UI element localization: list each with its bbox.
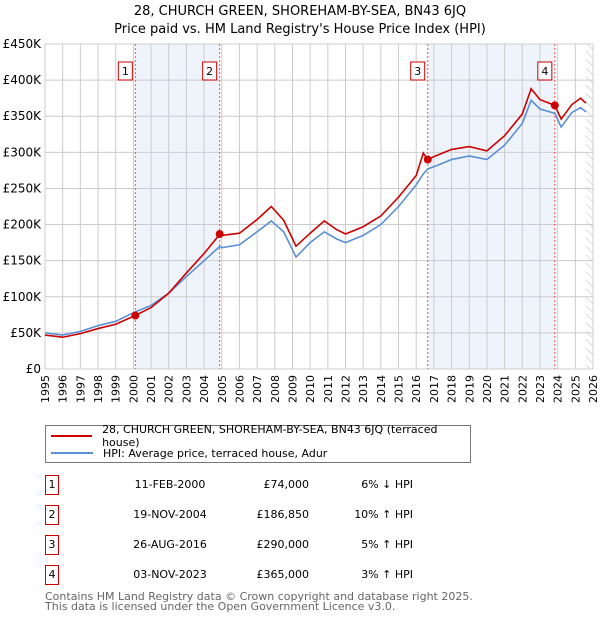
x-tick-label: 2001: [145, 375, 158, 403]
sale-date: 03-NOV-2023: [133, 568, 207, 581]
x-tick-label: 2003: [180, 375, 193, 403]
sale-date: 11-FEB-2000: [134, 478, 206, 491]
x-tick-label: 1997: [74, 375, 87, 403]
x-tick-label: 2016: [410, 375, 423, 403]
x-tick-label: 1998: [92, 375, 105, 403]
x-tick-label: 2023: [534, 375, 547, 403]
x-tick-label: 2007: [251, 375, 264, 403]
legend: 28, CHURCH GREEN, SHOREHAM-BY-SEA, BN43 …: [45, 423, 471, 463]
series-line-hpi: [44, 98, 587, 336]
legend-label: 28, CHURCH GREEN, SHOREHAM-BY-SEA, BN43 …: [102, 423, 438, 449]
x-tick-label: 1995: [39, 375, 52, 403]
sale-point: [423, 155, 432, 164]
sale-label-box: [410, 61, 426, 81]
sale-label: 3: [414, 65, 421, 78]
sale-price: £290,000: [256, 538, 310, 551]
x-tick-label: 1996: [57, 375, 70, 403]
sale-number: 1: [45, 475, 59, 495]
sale-point: [131, 311, 140, 320]
x-tick-label: 2012: [340, 375, 353, 403]
x-tick-label: 1999: [110, 375, 123, 403]
sale-period-shade: [427, 44, 555, 369]
y-tick-label: £350K: [3, 109, 43, 123]
x-tick-label: 2000: [127, 375, 140, 403]
sale-point: [550, 101, 559, 110]
footer-line-2: This data is licensed under the Open Gov…: [45, 600, 396, 613]
legend-swatch: [51, 435, 93, 437]
sale-row: 1 11-FEB-2000 £74,000 6% ↓ HPI: [45, 475, 445, 497]
x-tick-label: 2014: [375, 375, 388, 403]
x-tick-label: 2021: [499, 375, 512, 403]
legend-swatch: [51, 452, 93, 454]
x-tick-label: 2015: [393, 375, 406, 403]
x-tick-label: 2005: [216, 375, 229, 403]
legend-item-price: 28, CHURCH GREEN, SHOREHAM-BY-SEA, BN43 …: [51, 423, 470, 449]
x-tick-label: 2006: [233, 375, 246, 403]
y-tick-label: £50K: [10, 326, 42, 340]
chart-subtitle: Price paid vs. HM Land Registry's House …: [114, 22, 486, 37]
sale-label: 1: [122, 65, 129, 78]
sale-label: 2: [206, 65, 213, 78]
x-tick-label: 2013: [357, 375, 370, 403]
legend-item-hpi: HPI: Average price, terraced house, Adur: [51, 445, 327, 461]
footer-line-1: Contains HM Land Registry data © Crown c…: [45, 590, 473, 603]
x-tick-label: 2002: [163, 375, 176, 403]
sale-period-shade: [135, 44, 220, 369]
x-tick-label: 2019: [463, 375, 476, 403]
x-tick-label: 2026: [587, 375, 600, 403]
sale-date: 26-AUG-2016: [133, 538, 207, 551]
chart-title: 28, CHURCH GREEN, SHOREHAM-BY-SEA, BN43 …: [133, 4, 467, 19]
sale-row: 3 26-AUG-2016 £290,000 5% ↑ HPI: [45, 535, 445, 557]
sale-label-box: [117, 61, 133, 81]
sale-number: 4: [45, 565, 59, 585]
sale-label: 4: [541, 65, 548, 78]
x-tick-label: 2025: [569, 375, 582, 403]
x-tick-label: 2017: [428, 375, 441, 403]
legend-label: HPI: Average price, terraced house, Adur: [103, 446, 328, 460]
sale-row: 2 19-NOV-2004 £186,850 10% ↑ HPI: [45, 505, 445, 527]
sale-hpi-diff: 10% ↑ HPI: [354, 508, 413, 521]
y-tick-label: £450K: [3, 37, 43, 51]
price-chart: 1995 1996 1997 1998 1999 2000 2001 2002 2003 2004…: [3, 37, 600, 403]
y-tick-label: £250K: [3, 181, 43, 195]
x-tick-label: 2008: [269, 375, 282, 403]
forecast-hatch: [585, 44, 593, 369]
x-tick-label: 2009: [286, 375, 299, 403]
sale-number: 2: [45, 505, 59, 525]
sale-hpi-diff: 6% ↓ HPI: [361, 478, 413, 491]
y-tick-label: £0: [26, 362, 41, 376]
x-tick-label: 2010: [304, 375, 317, 403]
sale-label-box: [537, 61, 553, 81]
sale-hpi-diff: 5% ↑ HPI: [361, 538, 413, 551]
x-tick-label: 2020: [481, 375, 494, 403]
sale-point: [215, 230, 224, 239]
y-tick-label: £150K: [3, 254, 43, 268]
x-tick-label: 2011: [322, 375, 335, 403]
series-line-price: [44, 87, 587, 339]
x-tick-label: 2022: [516, 375, 529, 403]
x-tick-label: 2018: [446, 375, 459, 403]
sale-number: 3: [45, 535, 59, 555]
sale-date: 19-NOV-2004: [133, 508, 207, 521]
x-tick-label: 2004: [198, 375, 211, 403]
y-tick-label: £300K: [3, 145, 43, 159]
sale-hpi-diff: 3% ↑ HPI: [361, 568, 413, 581]
sale-price: £186,850: [256, 508, 310, 521]
x-tick-label: 2024: [552, 375, 565, 403]
y-tick-label: £200K: [3, 218, 43, 232]
sale-price: £365,000: [256, 568, 310, 581]
sale-row: 4 03-NOV-2023 £365,000 3% ↑ HPI: [45, 565, 445, 587]
sale-price: £74,000: [263, 478, 310, 491]
y-tick-label: £100K: [3, 290, 43, 304]
sale-label-box: [202, 61, 218, 81]
y-tick-label: £400K: [3, 73, 43, 87]
